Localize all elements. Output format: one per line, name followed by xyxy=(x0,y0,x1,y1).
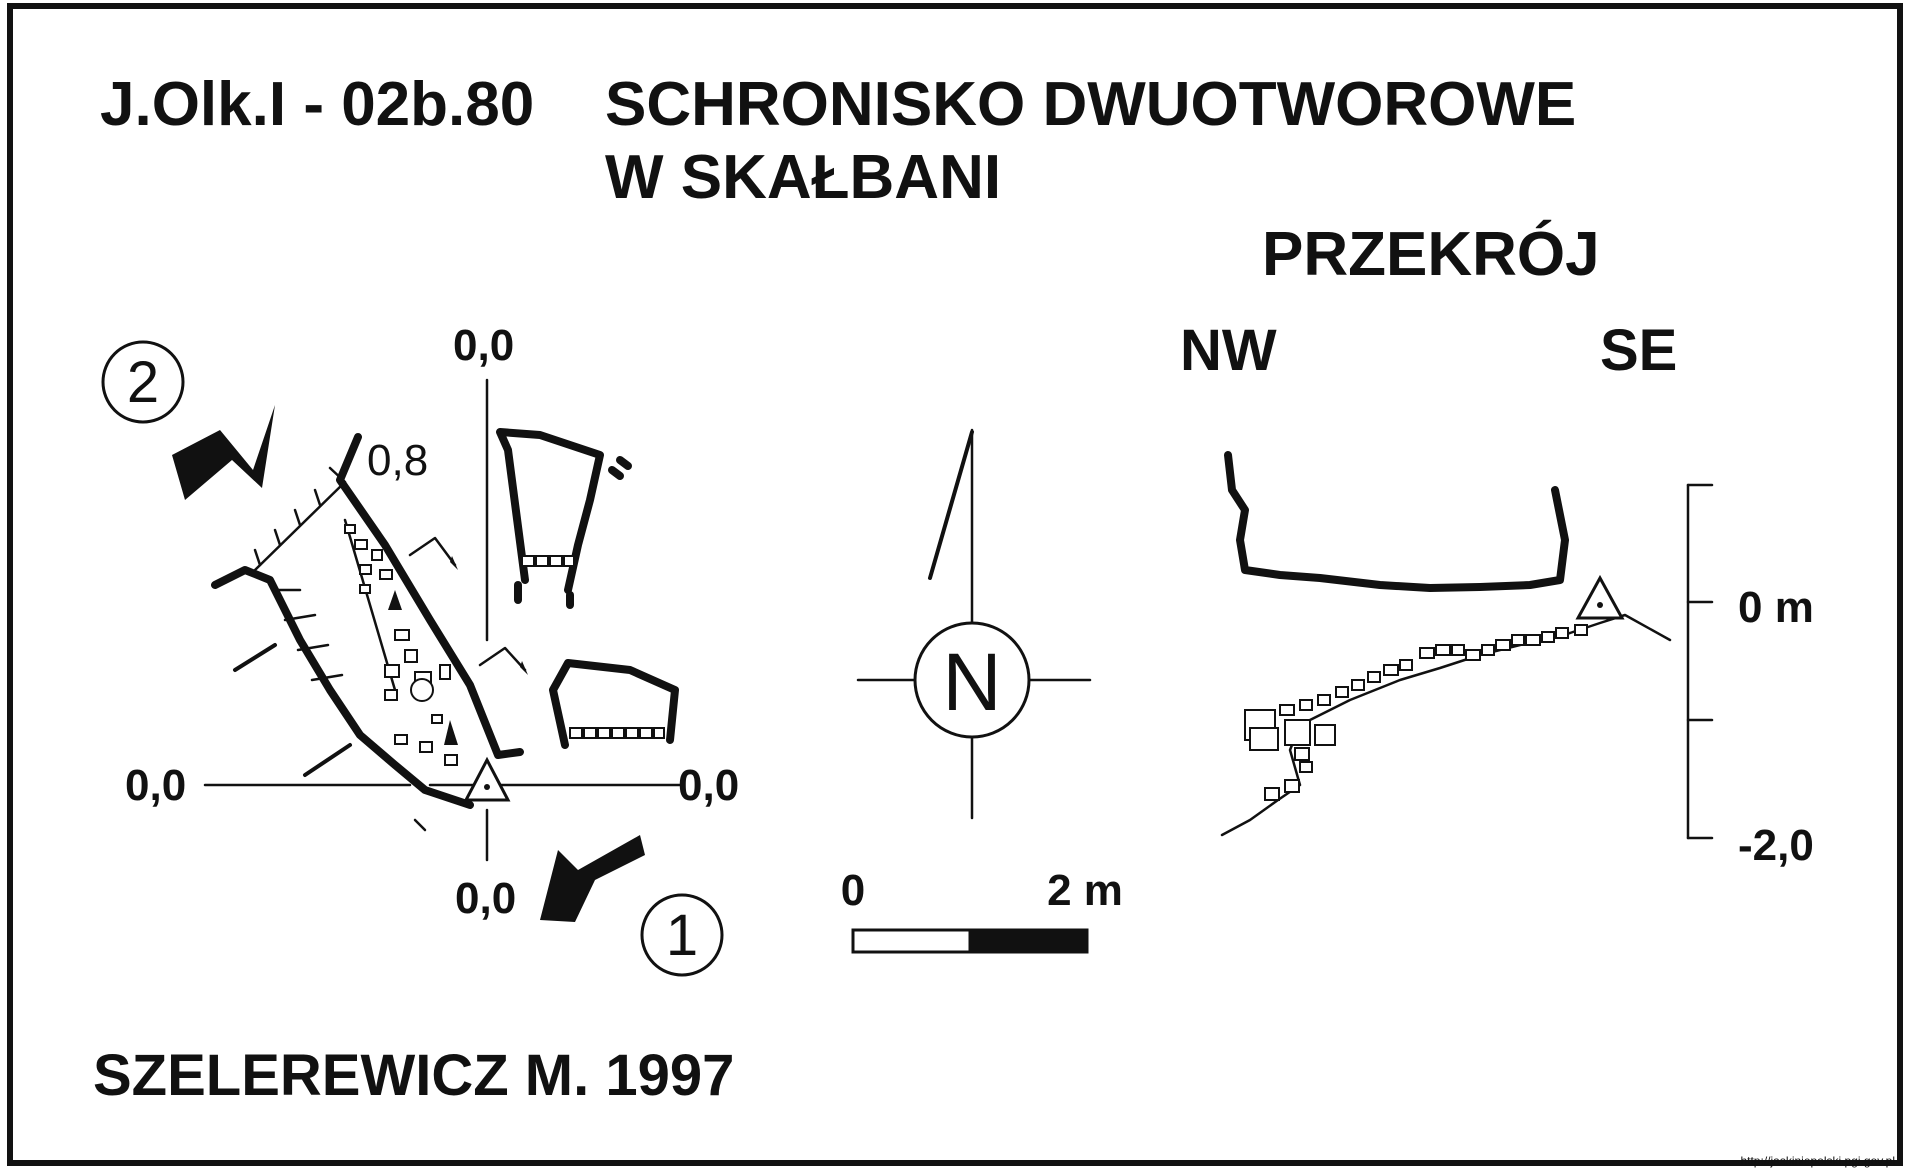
section-scale-top: 0 m xyxy=(1738,583,1814,632)
entrance-2-marker xyxy=(101,340,185,424)
plan-profile-upper xyxy=(496,428,604,594)
plan-depth-top: 0,0 xyxy=(453,321,514,370)
plan-height-label: 0,8 xyxy=(367,436,428,485)
plan-survey-station xyxy=(463,756,511,802)
plan-cave-wall-right xyxy=(336,433,524,759)
section-survey-station xyxy=(1575,574,1625,620)
survey-author: SZELEREWICZ M. 1997 xyxy=(93,1043,734,1108)
diagram-border xyxy=(7,3,1903,1166)
scale-start-label: 0 xyxy=(841,866,865,915)
north-letter: N xyxy=(942,637,1001,728)
entrance-2-arrow xyxy=(172,405,275,500)
section-dir-nw: NW xyxy=(1180,318,1277,383)
section-ceiling-outline xyxy=(1224,451,1569,592)
plan-view: 0,0 0,0 0,0 0,0 0,8 2 1 xyxy=(101,321,739,977)
section-dir-se: SE xyxy=(1600,318,1677,383)
north-arrow: N xyxy=(856,428,1092,820)
entrance-1-number: 1 xyxy=(666,903,698,968)
plan-depth-bottom: 0,0 xyxy=(455,874,516,923)
cave-title-line1: SCHRONISKO DWUOTWOROWE xyxy=(605,70,1576,139)
plan-depth-left: 0,0 xyxy=(125,761,186,810)
plan-depth-right: 0,0 xyxy=(678,761,739,810)
scale-end-label: 2 m xyxy=(1047,866,1123,915)
cave-code: J.Olk.I - 02b.80 xyxy=(100,70,534,139)
plan-rubble xyxy=(344,524,458,832)
scale-bar: 0 2 m xyxy=(841,866,1123,954)
entrance-1-marker xyxy=(640,893,724,977)
plan-cave-wall-left xyxy=(211,566,474,809)
plan-profile-lower xyxy=(549,659,679,749)
entrance-1-arrow xyxy=(540,835,645,922)
entrance-2-number: 2 xyxy=(127,350,159,415)
cross-section: PRZEKRÓJ NW SE xyxy=(1180,220,1814,870)
section-scale-bottom: -2,0 xyxy=(1738,821,1814,870)
section-rubble xyxy=(1244,624,1588,801)
cave-title-line2: W SKAŁBANI xyxy=(605,143,1001,212)
section-floor-line xyxy=(1220,613,1672,837)
source-url: http://jaskiniepolski.pgi.gov.pl xyxy=(1740,1154,1895,1168)
section-title: PRZEKRÓJ xyxy=(1262,220,1600,289)
